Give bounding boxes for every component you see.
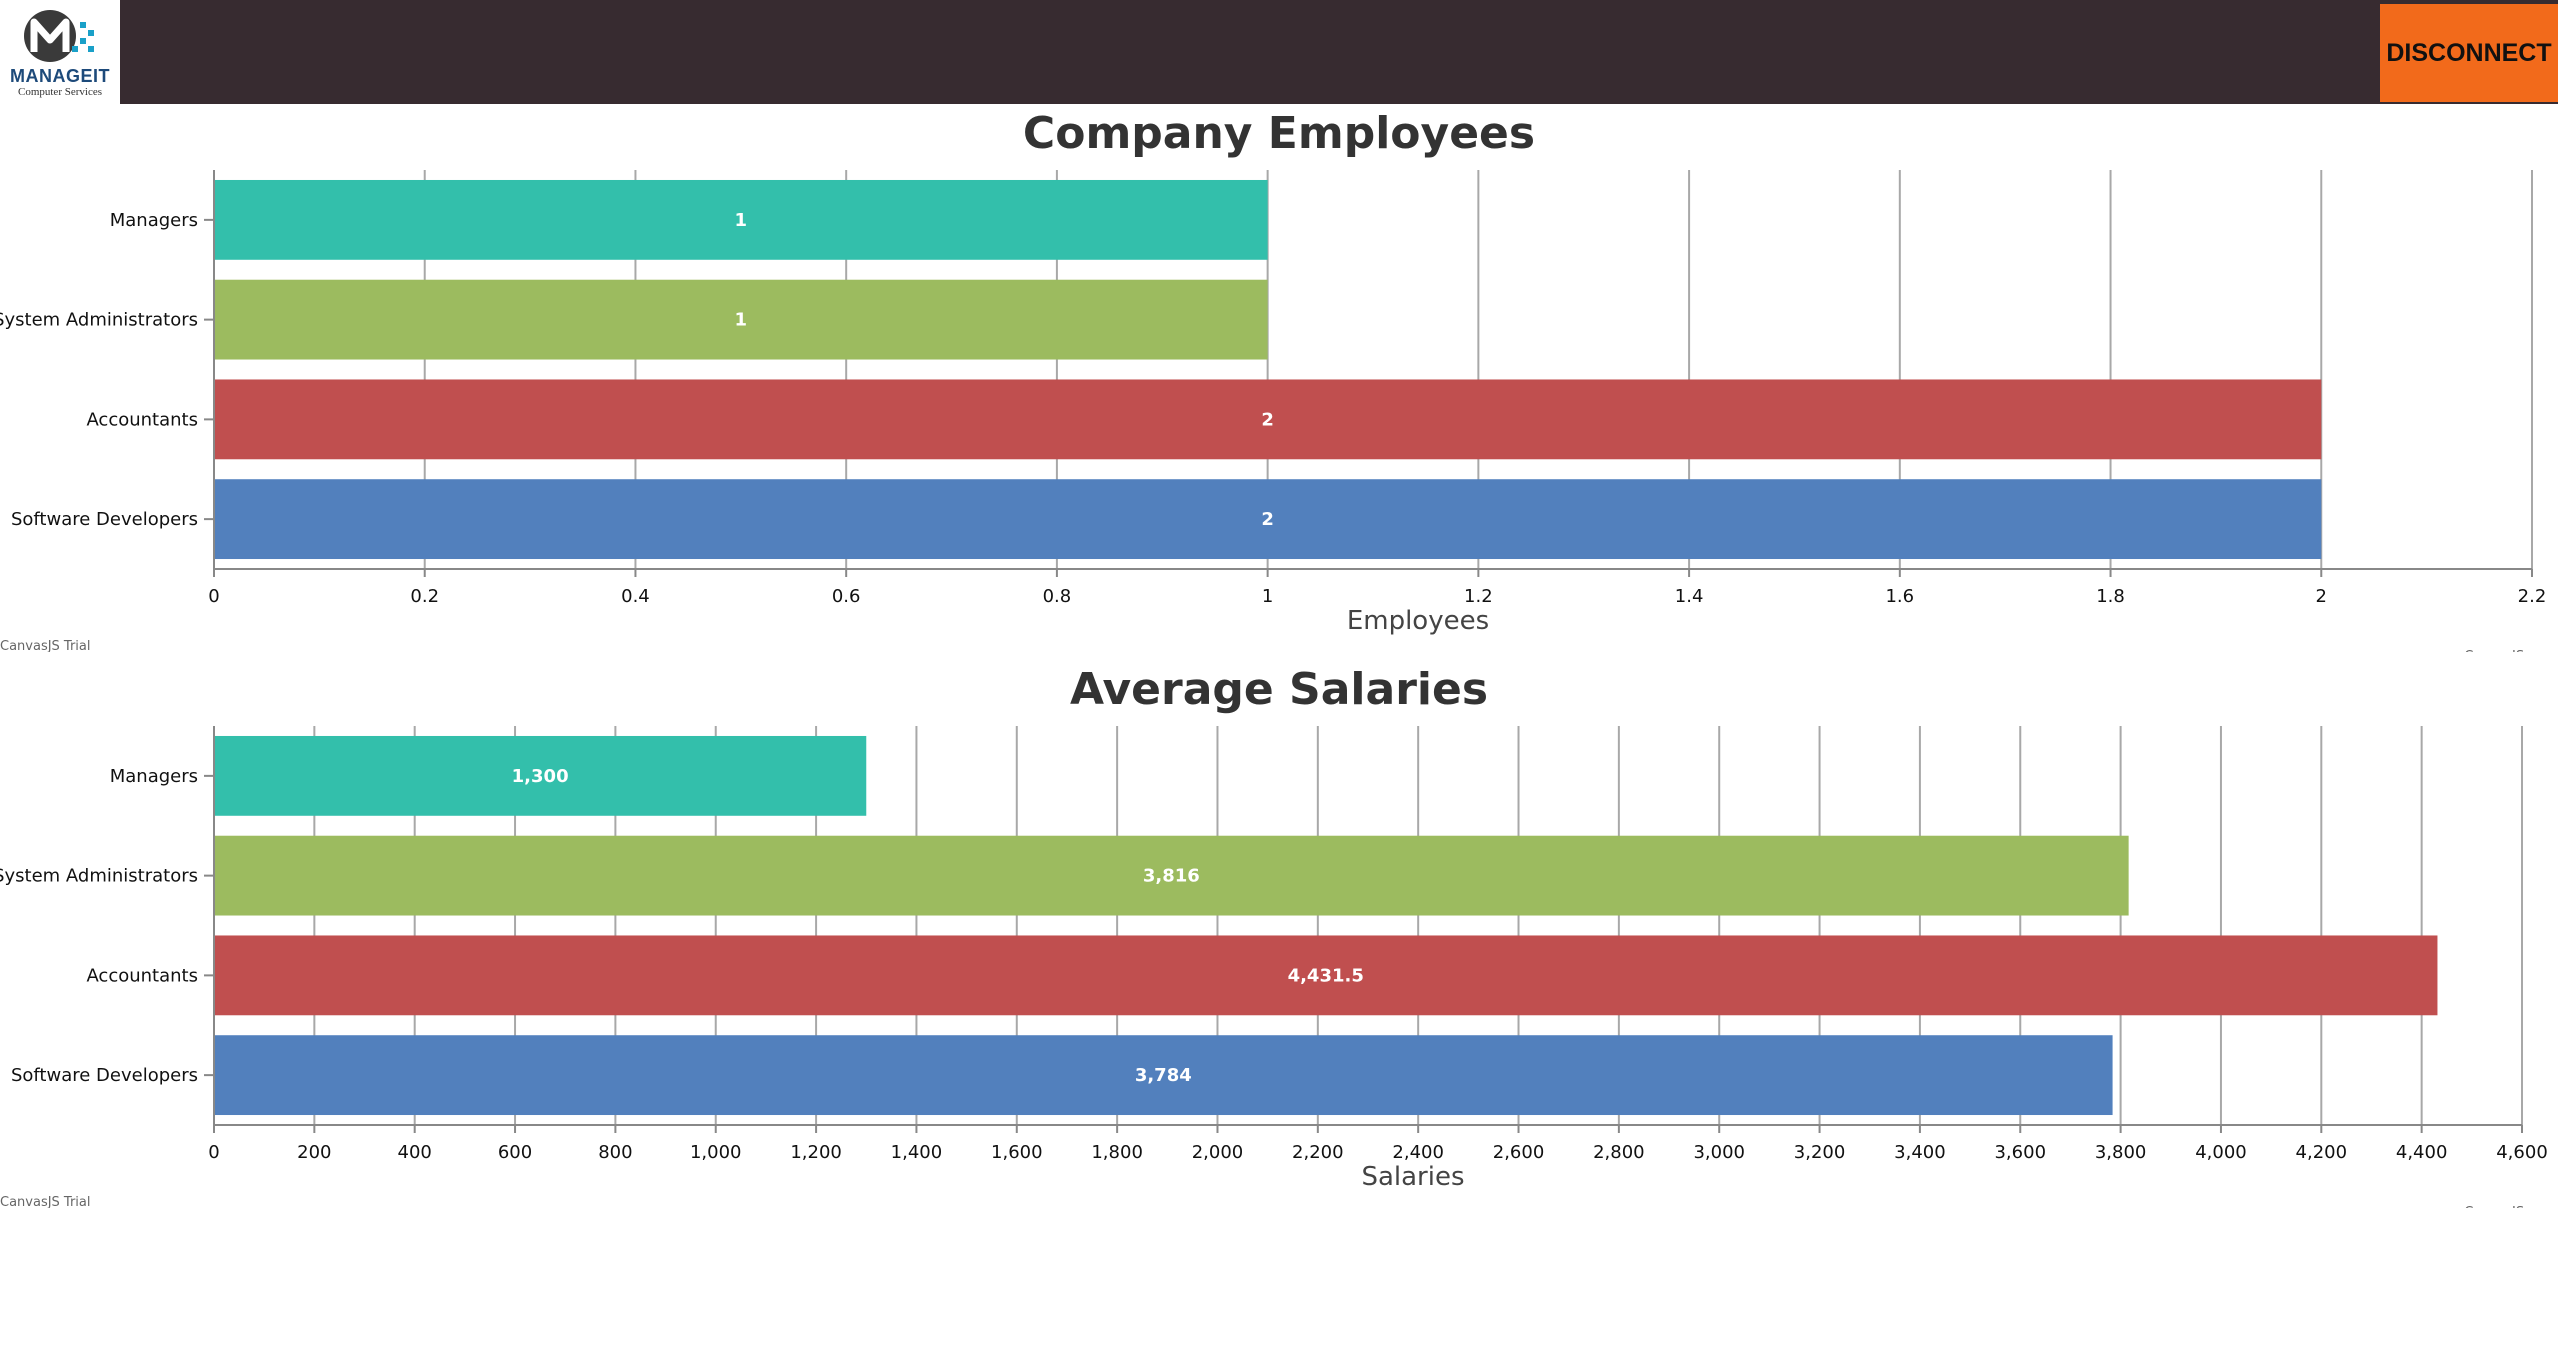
x-tick-label: 1,400 [891, 1142, 943, 1163]
company-employees-chart: Company Employees 1 Managers 1 System Admini… [0, 104, 2558, 652]
bar-value-label: 3,816 [1143, 866, 1200, 887]
category-label-managers: Managers [110, 766, 198, 787]
x-tick-label: 200 [297, 1142, 331, 1163]
average-salaries-chart: Average Salaries 1,300 Managers 3,816 System… [0, 660, 2558, 1208]
chart-title: Average Salaries [1070, 664, 1488, 715]
x-tick-label: 0.8 [1043, 586, 1072, 607]
category-label-accountants: Accountants [86, 965, 198, 986]
bar-managers [214, 735, 867, 816]
average-salaries-chart-svg: Average Salaries 1,300 Managers 3,816 System… [0, 664, 2556, 1208]
x-tick-label: 1,800 [1091, 1142, 1143, 1163]
x-tick-label: 0 [208, 1142, 219, 1163]
x-tick-label: 2.2 [2518, 586, 2547, 607]
x-tick-label: 4,200 [2296, 1142, 2348, 1163]
logo-subtitle: Computer Services [17, 86, 102, 98]
x-tick-label: 4,400 [2396, 1142, 2448, 1163]
credit-right: CanvasJS.com [2464, 649, 2556, 652]
bar-value-label: 3,784 [1135, 1065, 1192, 1086]
bar-software-developers [214, 479, 2322, 560]
bar-managers [214, 179, 1268, 260]
bar-value-label: 4,431.5 [1288, 965, 1364, 986]
x-tick-label: 1.8 [2096, 586, 2125, 607]
x-tick-label: 4,600 [2496, 1142, 2548, 1163]
x-tick-label: 400 [398, 1142, 432, 1163]
chart-title: Company Employees [1023, 108, 1535, 159]
x-tick-label: 2 [2316, 586, 2327, 607]
x-tick-label: 0 [208, 586, 219, 607]
category-label-software-developers: Software Developers [11, 1065, 198, 1086]
logo-name: MANAGEIT [10, 66, 110, 86]
company-logo[interactable]: MANAGEIT Computer Services [0, 0, 120, 104]
bar-value-label: 1,300 [512, 766, 569, 787]
x-tick-label: 1,000 [690, 1142, 742, 1163]
category-label-managers: Managers [110, 210, 198, 231]
category-label-system-administrators: System Administrators [0, 866, 198, 887]
bar-value-label: 1 [735, 210, 748, 231]
disconnect-button[interactable]: DISCONNECT [2380, 4, 2558, 102]
x-tick-label: 2,000 [1192, 1142, 1244, 1163]
x-tick-label: 2,200 [1292, 1142, 1344, 1163]
bar-system-administrators [214, 835, 2129, 916]
x-axis-title: Salaries [1361, 1162, 1464, 1192]
bar-system-administrators [214, 279, 1268, 360]
x-tick-label: 1,600 [991, 1142, 1043, 1163]
bar-value-label: 1 [735, 310, 748, 331]
x-tick-label: 4,000 [2195, 1142, 2247, 1163]
x-tick-label: 0.2 [410, 586, 439, 607]
x-tick-label: 2,800 [1593, 1142, 1645, 1163]
x-tick-label: 1,200 [790, 1142, 842, 1163]
x-tick-label: 1.4 [1675, 586, 1704, 607]
x-tick-label: 3,200 [1794, 1142, 1846, 1163]
x-tick-label: 0.6 [832, 586, 861, 607]
x-tick-label: 3,400 [1894, 1142, 1946, 1163]
x-tick-label: 1.2 [1464, 586, 1493, 607]
x-tick-label: 3,000 [1693, 1142, 1745, 1163]
category-label-system-administrators: System Administrators [0, 310, 198, 331]
x-tick-label: 1 [1262, 586, 1273, 607]
company-employees-chart-svg: Company Employees 1 Managers 1 System Admini… [0, 108, 2556, 652]
x-tick-label: 1.6 [1885, 586, 1914, 607]
credit-left: CanvasJS Trial [0, 639, 91, 652]
x-tick-label: 800 [598, 1142, 632, 1163]
x-axis-title: Employees [1347, 606, 1489, 636]
bar-software-developers [214, 1035, 2113, 1116]
bar-accountants [214, 379, 2322, 460]
bar-value-label: 2 [1261, 509, 1274, 530]
x-tick-label: 2,600 [1493, 1142, 1545, 1163]
category-label-accountants: Accountants [86, 409, 198, 430]
bar-value-label: 2 [1261, 409, 1274, 430]
logo-mark-icon [24, 10, 94, 62]
credit-right: CanvasJS.com [2464, 1205, 2556, 1208]
x-tick-label: 2,400 [1392, 1142, 1444, 1163]
bar-accountants [214, 935, 2438, 1016]
top-bar: MANAGEIT Computer Services DISCONNECT [0, 0, 2558, 104]
x-tick-label: 3,800 [2095, 1142, 2147, 1163]
x-tick-label: 0.4 [621, 586, 650, 607]
x-tick-label: 3,600 [1994, 1142, 2046, 1163]
x-tick-label: 600 [498, 1142, 532, 1163]
category-label-software-developers: Software Developers [11, 509, 198, 530]
credit-left: CanvasJS Trial [0, 1195, 91, 1208]
